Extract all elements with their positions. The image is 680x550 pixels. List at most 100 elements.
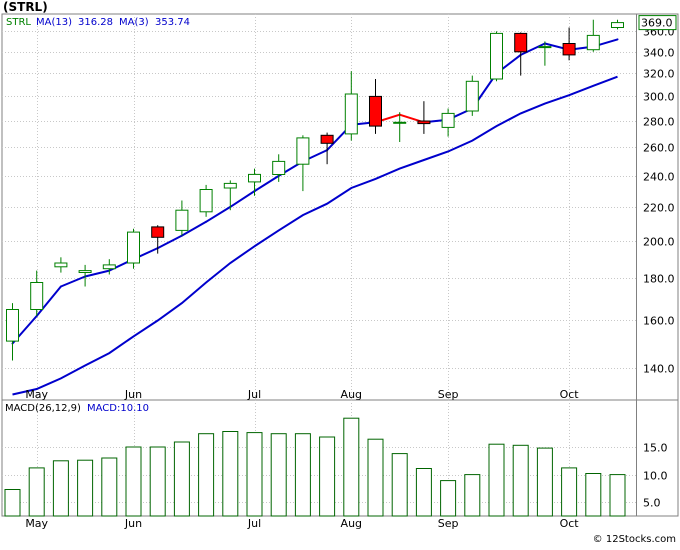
candle <box>611 19 624 30</box>
x-tick-label-macd: Jul <box>247 517 261 530</box>
x-tick-label-price: Oct <box>560 388 580 401</box>
price-tick-label: 280.0 <box>643 116 675 129</box>
legend-ticker: STRL <box>6 17 31 28</box>
x-tick-label-macd: Oct <box>560 517 580 530</box>
x-tick-label-price: Aug <box>341 388 362 401</box>
candle <box>248 168 261 196</box>
candlesticks <box>6 19 624 361</box>
ma3-line-segment <box>229 190 256 208</box>
price-grid <box>2 14 636 400</box>
candle-body <box>175 209 189 231</box>
candle-body <box>369 95 382 127</box>
macd-bar <box>52 460 69 517</box>
ma3-line-segment <box>59 275 87 288</box>
macd-bar <box>440 480 457 517</box>
macd-bar <box>488 443 505 517</box>
legend-ma3-value: 353.74 <box>155 17 190 28</box>
price-tick-label: 140.0 <box>643 363 675 376</box>
chart-title: (STRL) <box>3 0 48 14</box>
candle-body <box>272 160 286 175</box>
candle-body <box>611 22 624 29</box>
candle-body <box>538 46 552 49</box>
candle <box>296 135 310 192</box>
candle-body <box>296 137 310 165</box>
ma3-line-segment <box>205 205 232 223</box>
ma3-line-segment <box>156 234 183 250</box>
x-tick-label-price: May <box>25 388 48 401</box>
candle-body <box>465 80 479 112</box>
ma3-line-segment <box>253 174 280 193</box>
candle-body <box>127 231 140 264</box>
candle <box>175 200 189 236</box>
candle <box>514 32 528 76</box>
candle <box>417 101 431 134</box>
last-price-badge: 369.0 <box>638 15 677 31</box>
candle-body <box>417 120 431 125</box>
candle <box>272 154 286 182</box>
macd-bar <box>77 459 94 517</box>
legend-ma13-label: MA(13) <box>36 17 72 28</box>
price-tick-label: 260.0 <box>643 142 675 155</box>
watermark: © 12Stocks.com <box>593 534 676 545</box>
candle-body <box>441 112 455 128</box>
x-tick-label-macd: May <box>25 517 48 530</box>
candle <box>465 75 479 116</box>
macd-tick-label: 10.0 <box>643 470 668 483</box>
price-tick-label: 300.0 <box>643 91 675 104</box>
legend-ma3-label: MA(3) <box>119 17 149 28</box>
macd-bar <box>149 446 166 517</box>
candle <box>6 303 19 361</box>
price-panel-frame <box>1 13 679 401</box>
candle <box>441 108 455 137</box>
macd-bar <box>198 433 215 517</box>
candle-body <box>6 309 19 342</box>
last-price-label: 369.0 <box>641 17 673 30</box>
candle-body <box>514 32 528 53</box>
legend-macd-params: MACD(26,12,9) <box>5 403 81 414</box>
macd-bar <box>343 417 360 517</box>
macd-bar <box>536 447 553 517</box>
price-tick-label: 240.0 <box>643 171 675 184</box>
price-tick-label: 160.0 <box>643 315 675 328</box>
x-tick-label-macd: Jun <box>124 517 142 530</box>
x-axis-labels: May May Jun Jun Jul Jul Aug Aug Sep Sep Oct Oct <box>25 388 579 530</box>
candle-body <box>151 226 165 238</box>
candle <box>320 132 334 165</box>
candle-body <box>320 134 334 144</box>
macd-bar <box>173 441 190 517</box>
price-tick-label: 220.0 <box>643 202 675 215</box>
macd-axis-ticks: 5.0 10.0 15.0 <box>643 442 668 510</box>
macd-bar <box>294 433 311 517</box>
last-price-box <box>638 15 677 31</box>
x-tick-label-price: Jul <box>247 388 261 401</box>
macd-bar <box>101 457 118 517</box>
candle-body <box>248 173 261 183</box>
macd-bar <box>319 436 336 517</box>
macd-tick-label: 15.0 <box>643 442 668 455</box>
candle-body <box>30 282 44 310</box>
macd-bar <box>270 433 287 517</box>
candle <box>102 259 116 275</box>
macd-bar <box>391 453 408 517</box>
price-tick-label: 320.0 <box>643 68 675 81</box>
candle <box>127 228 140 269</box>
candle-body <box>562 43 576 56</box>
macd-bar <box>464 474 481 517</box>
candle-body <box>199 189 213 213</box>
macd-bar <box>125 446 142 517</box>
candle-body <box>78 270 92 274</box>
ma3-line-segment <box>35 285 62 317</box>
candle <box>344 71 358 141</box>
price-axis-ticks: 140.0 160.0 180.0 200.0 220.0 240.0 260.0 280.0… <box>643 26 675 376</box>
candle-body <box>54 262 68 268</box>
macd-bar <box>367 438 384 517</box>
candle <box>490 31 503 82</box>
candle-body <box>490 32 503 80</box>
candle <box>223 180 237 211</box>
candle-body <box>344 93 358 135</box>
candle-body <box>102 264 116 270</box>
candle <box>393 112 407 142</box>
candle <box>369 79 382 134</box>
price-tick-label: 180.0 <box>643 273 675 286</box>
